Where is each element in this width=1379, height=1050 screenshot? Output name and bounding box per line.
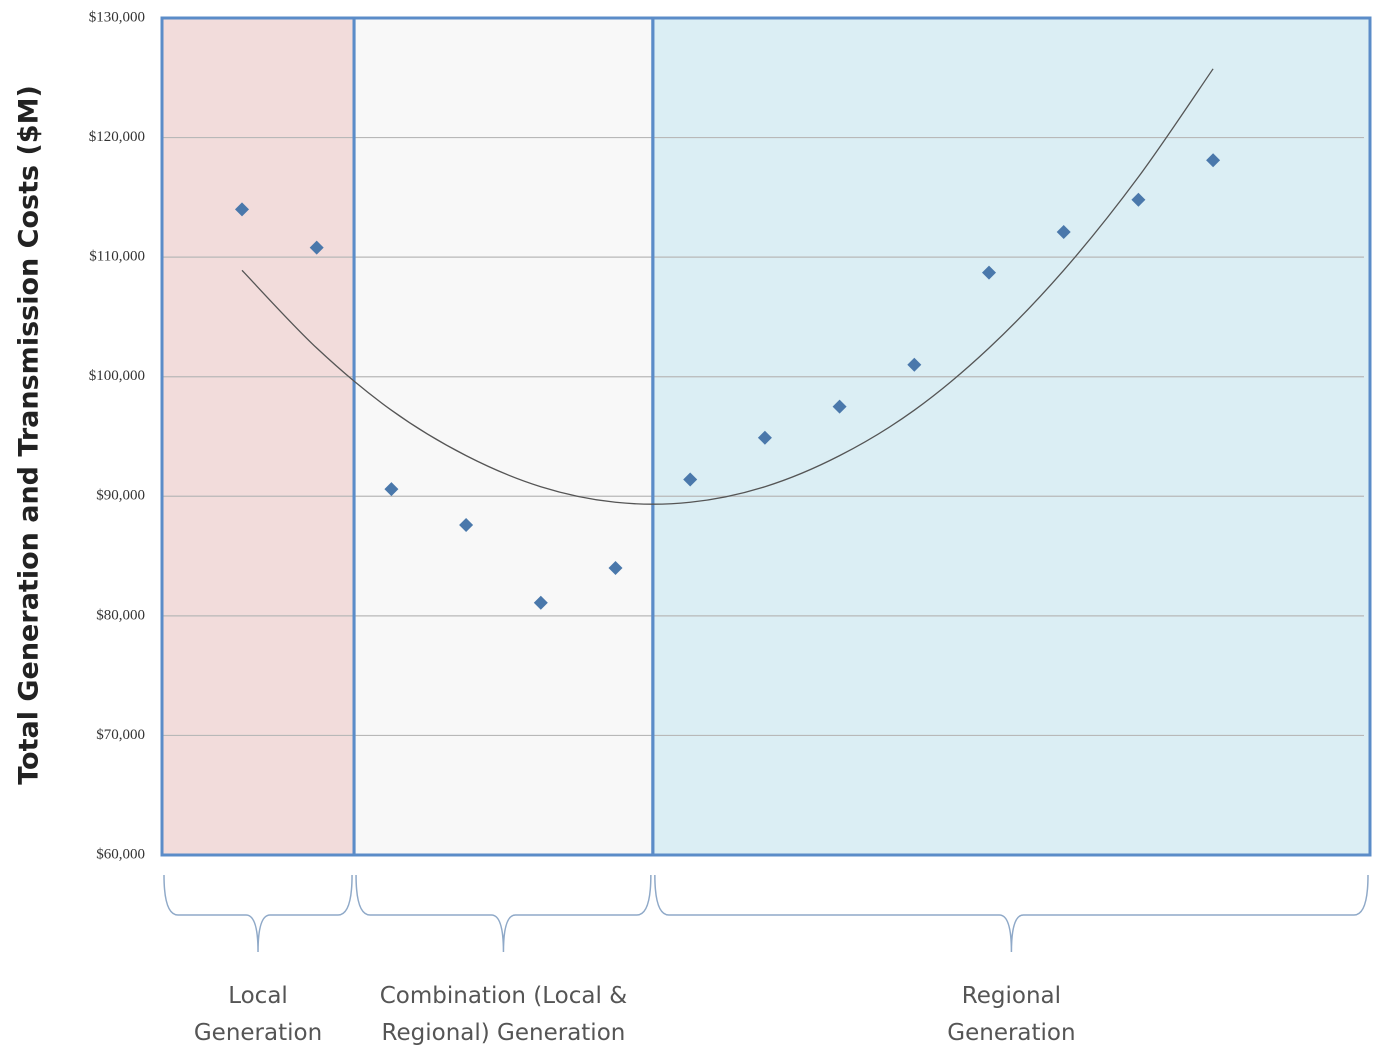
region-label: Generation bbox=[947, 1020, 1075, 1046]
data-point bbox=[683, 472, 698, 487]
y-tick-label: $70,000 bbox=[96, 727, 145, 743]
region-label: Regional) Generation bbox=[382, 1020, 626, 1046]
region-brace bbox=[654, 874, 1369, 953]
y-tick-label: $130,000 bbox=[89, 9, 145, 25]
region-band bbox=[354, 18, 653, 855]
data-point bbox=[309, 240, 324, 255]
region-label: Combination (Local & bbox=[380, 983, 627, 1009]
data-point bbox=[608, 561, 623, 576]
y-tick-label: $120,000 bbox=[89, 129, 145, 145]
data-point bbox=[384, 482, 399, 497]
y-tick-label: $60,000 bbox=[96, 846, 145, 862]
y-tick-label: $90,000 bbox=[96, 488, 145, 504]
data-point bbox=[235, 202, 249, 217]
data-point bbox=[1131, 192, 1146, 207]
data-point bbox=[757, 430, 772, 445]
data-point bbox=[907, 357, 922, 372]
region-band bbox=[652, 18, 1370, 855]
data-point bbox=[533, 595, 548, 610]
y-tick-label: $80,000 bbox=[96, 607, 145, 623]
region-label: Regional bbox=[962, 983, 1061, 1009]
data-point bbox=[832, 399, 847, 414]
region-label: Generation bbox=[194, 1020, 322, 1046]
region-brace bbox=[163, 874, 353, 953]
y-axis-label: Total Generation and Transmission Costs … bbox=[14, 85, 45, 785]
trend-line bbox=[241, 68, 1214, 505]
data-point bbox=[982, 265, 996, 280]
region-brace bbox=[355, 874, 652, 953]
region-band bbox=[162, 18, 355, 855]
region-border bbox=[651, 16, 1372, 857]
data-point bbox=[459, 517, 474, 532]
region-label: Local bbox=[228, 983, 288, 1009]
y-tick-label: $110,000 bbox=[89, 249, 145, 265]
data-point bbox=[1056, 225, 1071, 240]
data-point bbox=[1206, 153, 1221, 168]
y-tick-label: $100,000 bbox=[89, 368, 145, 384]
